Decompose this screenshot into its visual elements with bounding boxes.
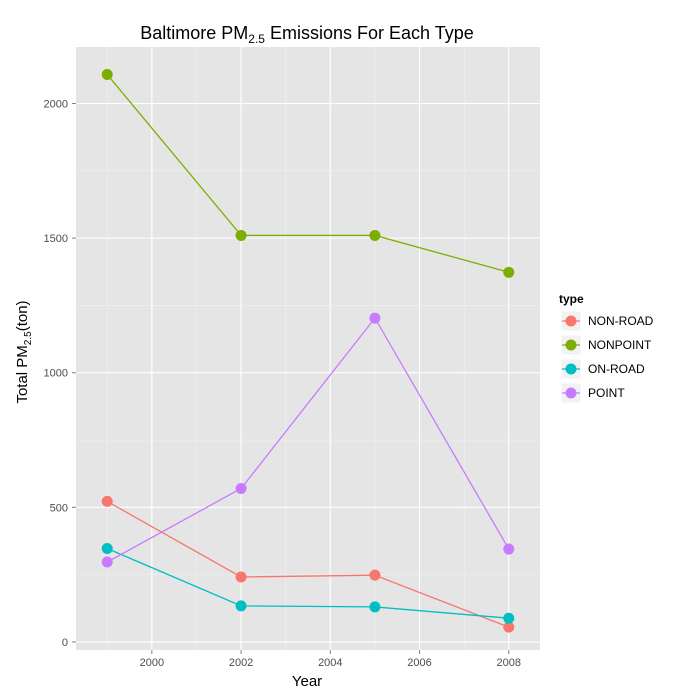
minor-gridlines bbox=[76, 47, 540, 650]
legend-item-nonpoint: NONPOINT bbox=[560, 334, 652, 356]
legend-item-point: POINT bbox=[560, 382, 625, 404]
legend-key-point bbox=[565, 339, 577, 351]
legend-title: type bbox=[559, 292, 584, 306]
series-points bbox=[101, 68, 515, 633]
series-lines bbox=[106, 74, 510, 628]
legend-item-on-road: ON-ROAD bbox=[560, 358, 645, 380]
line-point bbox=[106, 316, 510, 563]
point-nonpoint bbox=[235, 229, 247, 241]
x-tick-label: 2008 bbox=[497, 657, 521, 669]
y-tick-label: 0 bbox=[62, 637, 68, 649]
y-axis: 0 500 1000 1500 2000 bbox=[44, 99, 76, 649]
point-nonpoint bbox=[101, 68, 113, 80]
point-point bbox=[369, 312, 381, 324]
legend-key-point bbox=[565, 363, 577, 375]
point-on-road bbox=[369, 601, 381, 613]
line-nonpoint bbox=[106, 74, 509, 273]
x-axis: 2000 2002 2004 2006 2008 bbox=[140, 650, 521, 669]
x-tick-label: 2002 bbox=[229, 657, 253, 669]
point-point bbox=[235, 482, 247, 494]
x-tick-label: 2006 bbox=[407, 657, 431, 669]
point-non-road bbox=[235, 571, 247, 583]
x-tick-label: 2000 bbox=[140, 657, 164, 669]
plot-panel bbox=[76, 47, 540, 650]
legend: type NON-ROAD NONPOINT ON-ROAD POINT bbox=[559, 292, 654, 404]
point-nonpoint bbox=[503, 266, 515, 278]
point-non-road bbox=[503, 621, 515, 633]
y-tick-label: 2000 bbox=[44, 99, 68, 111]
point-non-road bbox=[101, 495, 113, 507]
point-on-road bbox=[101, 543, 113, 555]
legend-key-point bbox=[565, 387, 577, 399]
y-axis-title: Total PM2.5(ton) bbox=[14, 300, 34, 403]
chart-title: Baltimore PM2.5 Emissions For Each Type bbox=[140, 23, 473, 46]
x-tick-label: 2004 bbox=[318, 657, 342, 669]
y-tick-label: 1500 bbox=[44, 233, 68, 245]
x-axis-title: Year bbox=[292, 673, 322, 690]
line-non-road bbox=[106, 500, 510, 628]
point-point bbox=[503, 543, 515, 555]
legend-item-non-road: NON-ROAD bbox=[560, 310, 654, 332]
line-on-road bbox=[106, 547, 509, 619]
y-tick-label: 500 bbox=[50, 502, 68, 514]
point-on-road bbox=[235, 600, 247, 612]
y-tick-label: 1000 bbox=[44, 368, 68, 380]
point-nonpoint bbox=[369, 229, 381, 241]
point-on-road bbox=[503, 612, 515, 624]
legend-label: NONPOINT bbox=[588, 338, 652, 352]
legend-label: ON-ROAD bbox=[588, 362, 645, 376]
point-non-road bbox=[369, 569, 381, 581]
legend-label: NON-ROAD bbox=[588, 314, 654, 328]
legend-key-point bbox=[565, 315, 577, 327]
point-point bbox=[101, 556, 113, 568]
legend-label: POINT bbox=[588, 386, 625, 400]
